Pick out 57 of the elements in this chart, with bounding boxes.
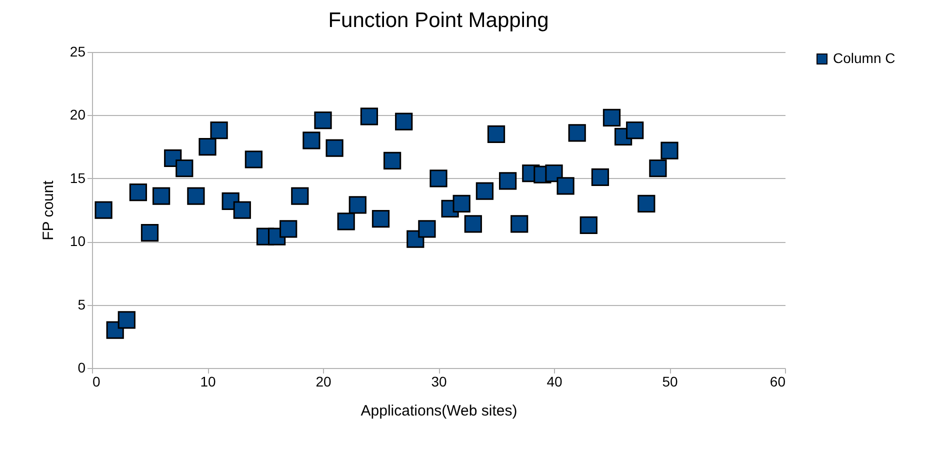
y-tick-label: 20 bbox=[70, 106, 86, 123]
x-tick-label: 10 bbox=[200, 374, 216, 390]
point bbox=[498, 172, 517, 190]
point bbox=[452, 194, 470, 212]
point bbox=[302, 132, 320, 150]
point bbox=[176, 159, 194, 178]
point bbox=[118, 311, 136, 329]
y-tick-label: 0 bbox=[78, 360, 86, 376]
y-tick-label: 5 bbox=[78, 296, 86, 312]
point bbox=[244, 150, 263, 168]
point bbox=[591, 168, 610, 186]
point bbox=[314, 111, 332, 130]
point bbox=[140, 224, 159, 242]
point bbox=[198, 138, 216, 156]
point bbox=[383, 152, 402, 170]
point bbox=[326, 139, 344, 157]
point bbox=[556, 177, 574, 195]
y-tick-label: 15 bbox=[70, 170, 86, 186]
x-tick-label: 60 bbox=[770, 374, 786, 390]
y-tick-label: 10 bbox=[70, 233, 86, 250]
x-tick-label: 0 bbox=[92, 374, 100, 390]
chart-title: Function Point Mapping bbox=[328, 9, 549, 32]
point bbox=[510, 215, 528, 233]
x-tick-label: 50 bbox=[662, 374, 678, 390]
point bbox=[337, 212, 355, 230]
point bbox=[348, 196, 366, 214]
y-tick-label: 25 bbox=[70, 44, 86, 60]
point bbox=[568, 124, 586, 142]
point bbox=[418, 220, 436, 238]
point bbox=[152, 187, 170, 205]
x-axis-title: Applications(Web sites) bbox=[360, 402, 518, 420]
point bbox=[487, 125, 506, 143]
point bbox=[430, 170, 448, 188]
x-tick-label: 40 bbox=[546, 374, 562, 390]
point bbox=[233, 201, 251, 219]
point bbox=[129, 183, 148, 202]
point bbox=[395, 112, 413, 130]
point bbox=[580, 216, 598, 234]
point bbox=[94, 201, 112, 219]
point bbox=[660, 142, 678, 160]
point bbox=[210, 122, 228, 140]
point bbox=[545, 164, 563, 182]
point bbox=[187, 187, 205, 205]
point bbox=[476, 182, 494, 200]
point bbox=[602, 108, 621, 127]
x-tick-label: 30 bbox=[431, 374, 447, 390]
point bbox=[360, 108, 378, 126]
point bbox=[649, 159, 667, 178]
point bbox=[291, 187, 309, 205]
legend-label: Column C bbox=[833, 50, 896, 66]
point bbox=[464, 215, 482, 233]
point bbox=[372, 210, 390, 228]
point bbox=[626, 122, 644, 140]
x-tick-label: 20 bbox=[316, 374, 332, 390]
point bbox=[638, 194, 656, 212]
y-axis-title: FP count bbox=[40, 180, 57, 240]
point bbox=[280, 220, 298, 238]
